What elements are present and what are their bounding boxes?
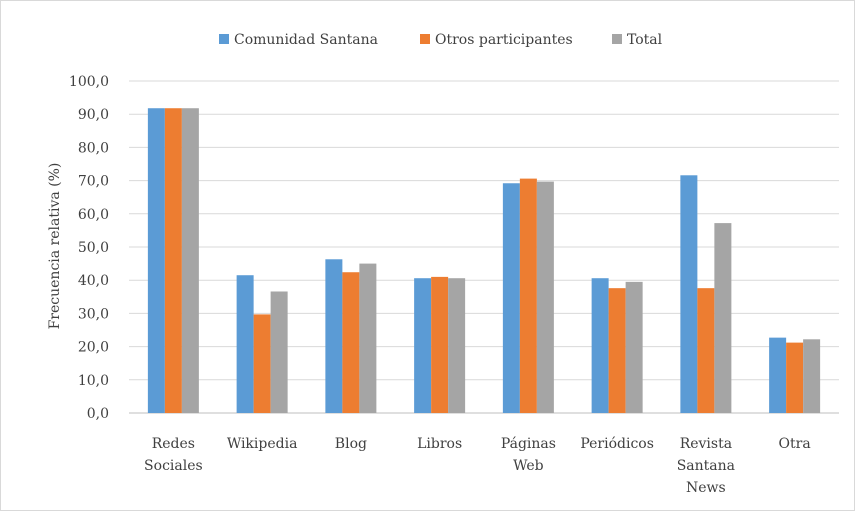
x-category-label: Revista (680, 436, 732, 452)
legend-swatch (420, 34, 430, 44)
legend-swatch (219, 34, 229, 44)
x-category-label: News (686, 480, 726, 496)
bar (270, 291, 288, 413)
y-tick-labels: 0,0 10,0 20,0 30,0 40,0 50,0 60,0 70,0 80,0 90,0 1… (69, 74, 109, 422)
x-category-label: Páginas (501, 436, 556, 452)
x-category-label: Wikipedia (227, 436, 298, 452)
y-tick-label: 50,0 (78, 240, 109, 256)
y-tick-label: 90,0 (78, 107, 109, 123)
bar (714, 223, 732, 413)
y-tick-label: 0,0 (87, 406, 109, 422)
x-category-label: Periódicos (580, 436, 654, 452)
bar (697, 288, 715, 413)
bar (591, 278, 609, 413)
y-tick-label: 20,0 (78, 340, 109, 356)
x-category-label: Web (513, 458, 544, 474)
y-axis-title: Frecuencia relativa (%) (47, 163, 63, 330)
bar (448, 278, 466, 413)
bar (253, 314, 271, 413)
legend-label: Otros participantes (435, 32, 573, 48)
y-tick-label: 100,0 (69, 74, 109, 90)
bars (147, 108, 821, 413)
x-category-label: Redes (152, 436, 195, 452)
x-category-label: Otra (779, 436, 811, 452)
bar (502, 183, 520, 413)
bar (769, 337, 787, 413)
bar (342, 272, 360, 413)
legend-label: Total (627, 32, 663, 48)
y-tick-label: 30,0 (78, 306, 109, 322)
bar (181, 108, 199, 413)
legend-label: Comunidad Santana (234, 32, 378, 48)
bar (236, 275, 254, 413)
legend: Comunidad Santana Otros participantes Tota… (219, 32, 663, 48)
bar (325, 259, 343, 413)
bar (431, 276, 449, 413)
bar (608, 288, 626, 413)
bar (164, 108, 182, 413)
bar (536, 181, 554, 413)
bar (519, 178, 537, 413)
gridlines (129, 80, 839, 414)
x-category-label: Sociales (144, 458, 203, 474)
y-tick-label: 40,0 (78, 273, 109, 289)
bar (680, 175, 698, 413)
bar (803, 339, 821, 413)
x-category-labels: Redes Sociales Wikipedia Blog Libros Páginas W… (144, 436, 811, 496)
y-tick-label: 60,0 (78, 207, 109, 223)
bar (786, 342, 804, 413)
bar (147, 108, 165, 413)
legend-swatch (612, 34, 622, 44)
y-tick-label: 70,0 (78, 174, 109, 190)
bar (625, 281, 643, 413)
bar (359, 263, 377, 413)
x-category-label: Santana (677, 458, 735, 474)
x-category-label: Libros (417, 436, 462, 452)
x-category-label: Blog (335, 436, 367, 452)
y-tick-label: 80,0 (78, 140, 109, 156)
y-tick-label: 10,0 (78, 373, 109, 389)
bar (414, 278, 432, 413)
